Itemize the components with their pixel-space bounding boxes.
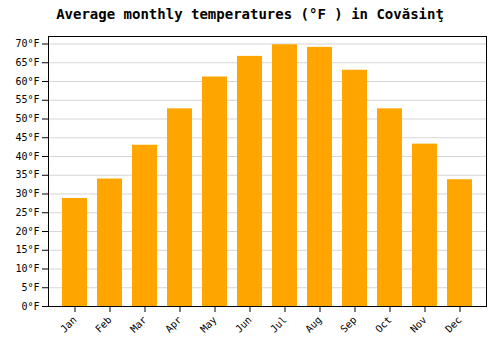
svg-text:30°F: 30°F [15, 188, 39, 199]
svg-text:Jul: Jul [268, 314, 289, 335]
svg-text:70°F: 70°F [15, 38, 39, 49]
svg-text:0°F: 0°F [21, 301, 39, 312]
svg-text:50°F: 50°F [15, 113, 39, 124]
svg-text:25°F: 25°F [15, 207, 39, 218]
svg-text:Jan: Jan [58, 314, 79, 335]
svg-text:65°F: 65°F [15, 57, 39, 68]
svg-text:Feb: Feb [93, 314, 114, 335]
svg-text:Mar: Mar [128, 314, 149, 335]
svg-text:20°F: 20°F [15, 226, 39, 237]
html-text:Average monthly temperatures (: Average monthly temperatures (°F ) in Co… [56, 6, 444, 22]
svg-text:60°F: 60°F [15, 76, 39, 87]
svg-text:55°F: 55°F [15, 94, 39, 105]
svg-text:45°F: 45°F [15, 132, 39, 143]
svg-text:15°F: 15°F [15, 244, 39, 255]
svg-text:10°F: 10°F [15, 263, 39, 274]
svg-text:Apr: Apr [163, 314, 184, 335]
svg-text:Nov: Nov [408, 314, 429, 335]
svg-text:Sep: Sep [338, 314, 359, 335]
svg-text:35°F: 35°F [15, 169, 39, 180]
svg-text:Aug: Aug [303, 314, 324, 335]
svg-text:May: May [198, 314, 219, 335]
svg-text:Dec: Dec [443, 314, 464, 335]
svg-text:Oct: Oct [373, 314, 394, 335]
svg-text:Jun: Jun [233, 314, 254, 335]
svg-text:40°F: 40°F [15, 151, 39, 162]
svg-text:5°F: 5°F [21, 282, 39, 293]
